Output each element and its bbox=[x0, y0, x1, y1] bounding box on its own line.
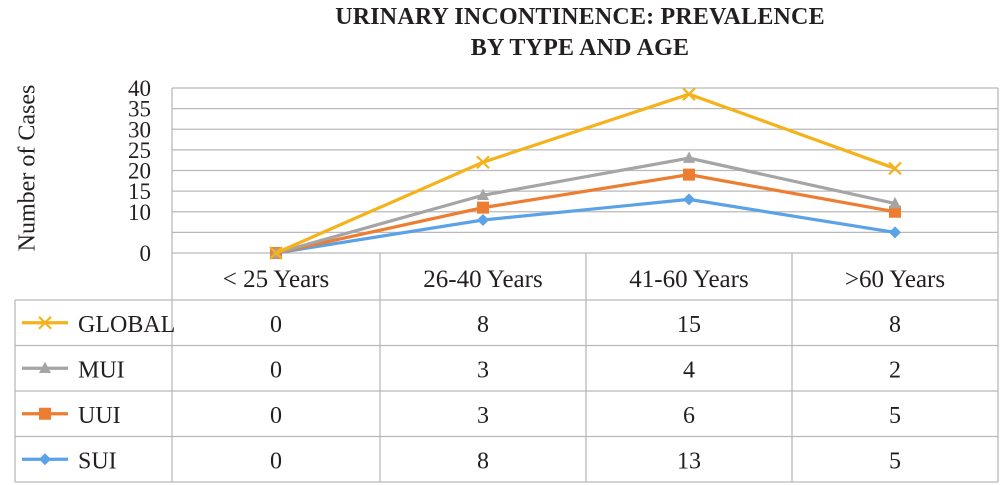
data-point bbox=[269, 246, 283, 260]
y-tick-label: 25 bbox=[128, 138, 151, 163]
y-tick-label: 30 bbox=[128, 117, 151, 142]
series-line bbox=[275, 92, 896, 255]
table-value: 3 bbox=[477, 403, 489, 429]
series-name: MUI bbox=[78, 357, 125, 383]
x-icon bbox=[38, 315, 52, 330]
table-value: 15 bbox=[677, 312, 701, 338]
data-point bbox=[476, 155, 490, 170]
table-value: 2 bbox=[889, 357, 901, 383]
series-name: GLOBAL bbox=[78, 312, 175, 338]
category-label: 41-60 Years bbox=[629, 266, 748, 293]
data-point bbox=[889, 226, 901, 239]
data-point bbox=[682, 87, 696, 101]
square-icon bbox=[39, 407, 51, 420]
legend-key-global bbox=[22, 315, 68, 330]
data-point bbox=[477, 214, 489, 226]
legend-key-mui bbox=[22, 361, 68, 374]
data-point bbox=[888, 161, 902, 176]
table-value: 5 bbox=[889, 403, 901, 429]
table-value: 3 bbox=[477, 357, 489, 383]
y-tick-label: 40 bbox=[128, 76, 151, 101]
series-line bbox=[275, 173, 896, 255]
table-value: 0 bbox=[270, 448, 282, 474]
y-tick-label: 15 bbox=[128, 179, 151, 204]
table-value: 0 bbox=[270, 403, 282, 429]
series-name: UUI bbox=[78, 403, 121, 429]
y-tick-label: 10 bbox=[128, 200, 151, 225]
series-sui bbox=[270, 193, 901, 259]
series-global bbox=[269, 87, 902, 260]
triangle-icon bbox=[39, 361, 51, 374]
chart-title: URINARY INCONTINENCE: PREVALENCE BY TYPE… bbox=[250, 2, 910, 64]
data-point bbox=[477, 201, 489, 214]
data-point bbox=[477, 188, 489, 201]
series-line bbox=[275, 197, 896, 255]
data-point bbox=[683, 193, 695, 206]
legend-key-uui bbox=[22, 407, 68, 420]
series-mui bbox=[270, 151, 901, 258]
table-value: 8 bbox=[889, 312, 901, 338]
table-value: 8 bbox=[477, 448, 489, 474]
category-label: >60 Years bbox=[845, 266, 945, 293]
y-tick-label: 0 bbox=[140, 241, 152, 266]
data-point bbox=[889, 205, 901, 218]
table-value: 0 bbox=[270, 357, 282, 383]
table-value: 4 bbox=[683, 357, 695, 383]
diamond-icon bbox=[39, 453, 51, 466]
chart-title-line-2: BY TYPE AND AGE bbox=[470, 35, 690, 61]
table-value: 8 bbox=[477, 312, 489, 338]
y-tick-label: 35 bbox=[128, 97, 151, 122]
series-name: SUI bbox=[78, 448, 117, 474]
table-value: 6 bbox=[683, 403, 695, 429]
data-point bbox=[889, 196, 901, 209]
table-value: 5 bbox=[889, 448, 901, 474]
y-tick-label: 20 bbox=[128, 159, 151, 184]
category-label: < 25 Years bbox=[223, 266, 329, 293]
category-label: 26-40 Years bbox=[423, 266, 542, 293]
data-point bbox=[683, 151, 695, 163]
table-value: 13 bbox=[677, 448, 701, 474]
data-point bbox=[683, 168, 695, 181]
legend-key-sui bbox=[22, 453, 68, 466]
series-line bbox=[275, 156, 896, 255]
chart-title-line-1: URINARY INCONTINENCE: PREVALENCE bbox=[335, 4, 825, 30]
table-value: 0 bbox=[270, 312, 282, 338]
